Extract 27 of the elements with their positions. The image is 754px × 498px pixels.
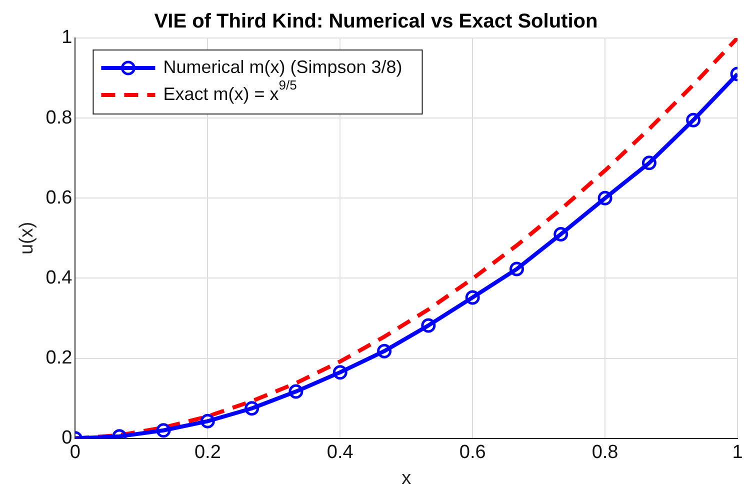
point bbox=[377, 344, 392, 358]
y-tick-label: 0.4 bbox=[46, 267, 73, 288]
point bbox=[465, 290, 480, 305]
point bbox=[332, 365, 348, 380]
point bbox=[554, 226, 568, 242]
x-tick-label: 1 bbox=[732, 442, 743, 464]
point bbox=[686, 112, 701, 128]
point bbox=[244, 401, 260, 416]
legend-label: Numerical m(x) (Simpson 3/8) bbox=[163, 56, 402, 77]
x-tick-label: 0.8 bbox=[592, 442, 618, 464]
point bbox=[421, 318, 436, 333]
point bbox=[200, 414, 215, 428]
point bbox=[288, 384, 304, 399]
point bbox=[510, 262, 524, 276]
y-axis-title: u(x) bbox=[16, 222, 38, 255]
point bbox=[156, 423, 171, 438]
y-tick-label: 1 bbox=[62, 27, 72, 48]
x-tick-label: 0.2 bbox=[194, 442, 221, 464]
x-tick-label: 0.4 bbox=[326, 442, 354, 464]
x-axis-title: x bbox=[402, 468, 412, 489]
y-tick-label: 0.6 bbox=[46, 187, 72, 208]
chart-title: VIE of Third Kind: Numerical vs Exact Solution bbox=[154, 10, 598, 33]
x-tick-label: 0.6 bbox=[459, 442, 486, 464]
y-tick-label: 0.2 bbox=[46, 348, 72, 369]
point bbox=[598, 190, 612, 206]
point bbox=[642, 156, 656, 170]
y-tick-label: 0.8 bbox=[46, 107, 72, 128]
